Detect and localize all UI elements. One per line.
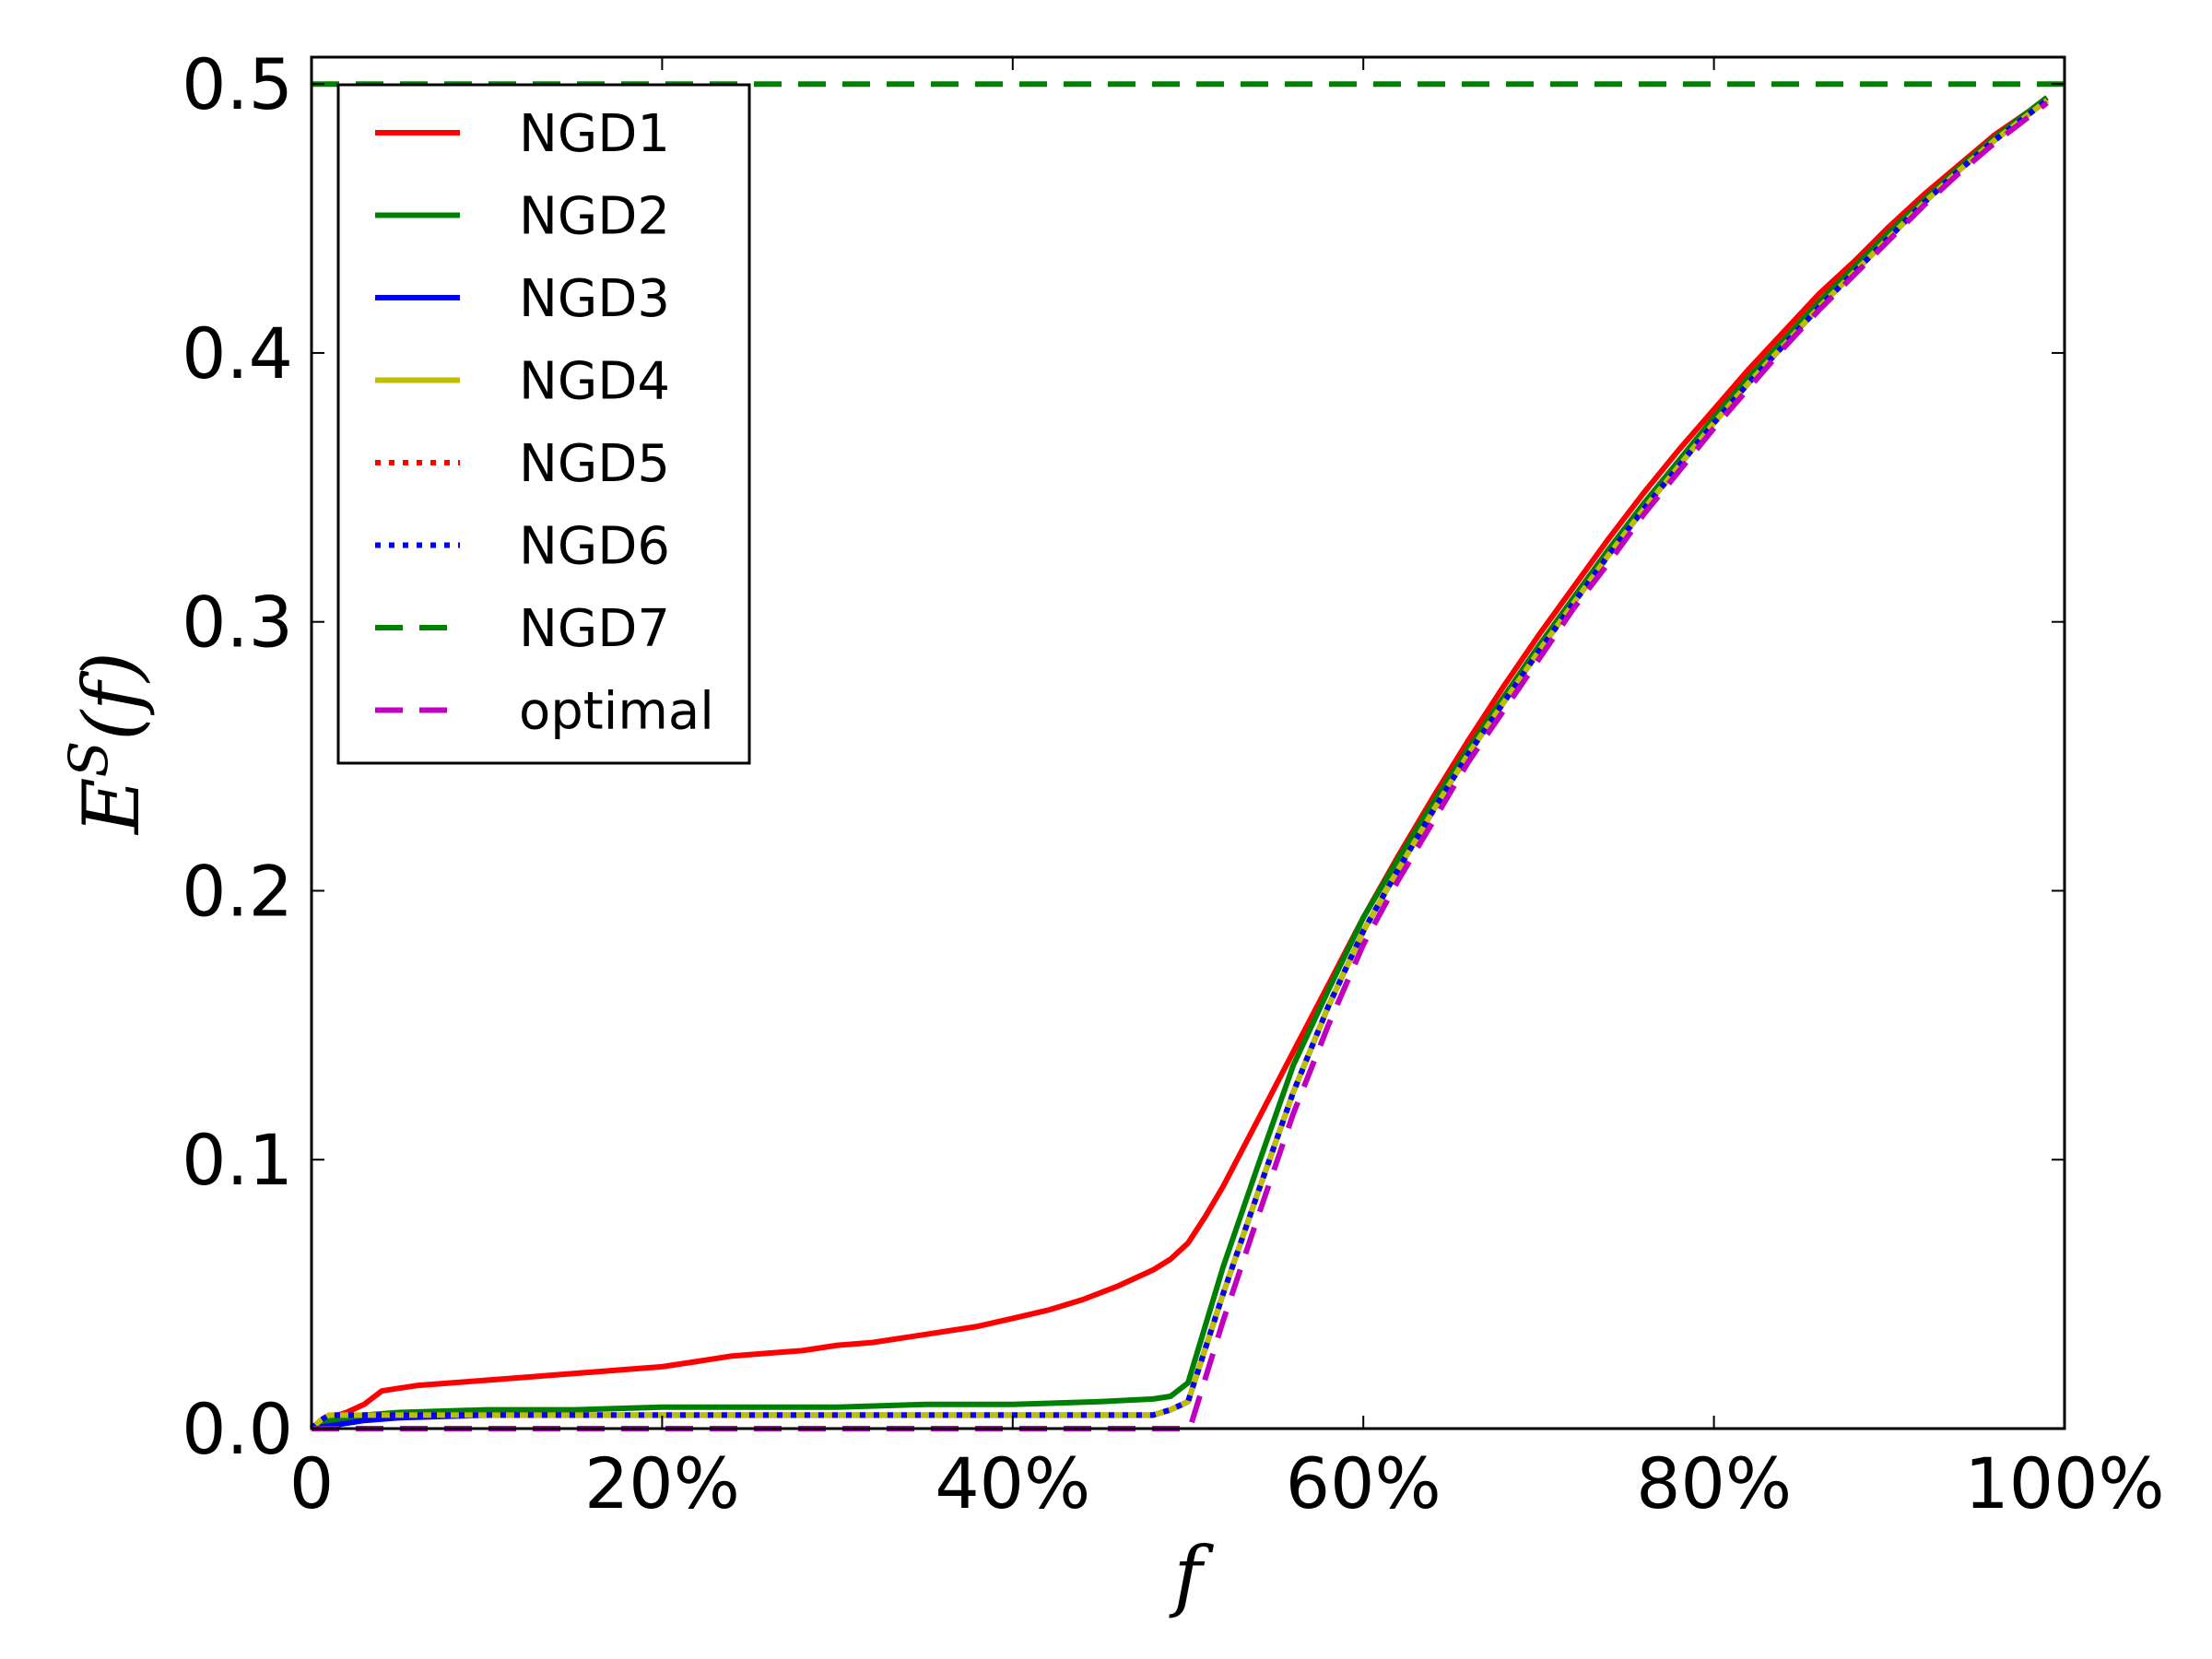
- y-axis-label-base: E: [66, 778, 157, 836]
- legend-label-ngd7: NGD7: [519, 599, 670, 659]
- series-line-ngd1: [310, 95, 2049, 1431]
- legend-label-ngd3: NGD3: [519, 269, 670, 329]
- y-axis-label-arg: (f): [66, 652, 157, 741]
- x-tick-label: 20%: [584, 1442, 740, 1524]
- series-line-ngd2: [310, 95, 2049, 1431]
- legend-label-optimal: optimal: [519, 682, 714, 742]
- legend-label-ngd4: NGD4: [519, 352, 670, 412]
- x-tick-label: 60%: [1286, 1442, 1441, 1524]
- x-tick-label: 80%: [1636, 1442, 1792, 1524]
- series-line-optimal: [312, 100, 2049, 1431]
- y-tick-label: 0.4: [182, 312, 293, 394]
- y-tick-label: 0.2: [182, 850, 293, 932]
- legend-label-ngd2: NGD2: [519, 187, 670, 247]
- x-tick-label: 0: [289, 1442, 334, 1524]
- x-axis-label: f: [1168, 1530, 1214, 1620]
- y-tick-label: 0.5: [182, 43, 293, 125]
- x-tick-label: 100%: [1964, 1442, 2164, 1524]
- legend-box: [336, 83, 751, 765]
- legend: NGD1 NGD2 NGD3 NGD4 NGD5 NGD6 NGD7 optimal: [336, 83, 751, 765]
- y-tick-label: 0.1: [182, 1119, 293, 1201]
- y-axis-label: ES(f): [57, 652, 157, 836]
- legend-label-ngd1: NGD1: [519, 104, 670, 164]
- y-tick-label: 0.3: [182, 582, 293, 664]
- y-tick-label: 0.0: [182, 1388, 293, 1470]
- legend-label-ngd6: NGD6: [519, 517, 670, 577]
- plot-frame: [310, 55, 2066, 1430]
- tick-layer: 0 20% 40% 60% 80% 100% 0.0 0.1 0.2 0.3 0.4 0.5: [182, 43, 2165, 1524]
- legend-label-ngd5: NGD5: [519, 434, 670, 494]
- y-axis-label-sup: S: [57, 741, 120, 778]
- x-tick-label: 40%: [935, 1442, 1090, 1524]
